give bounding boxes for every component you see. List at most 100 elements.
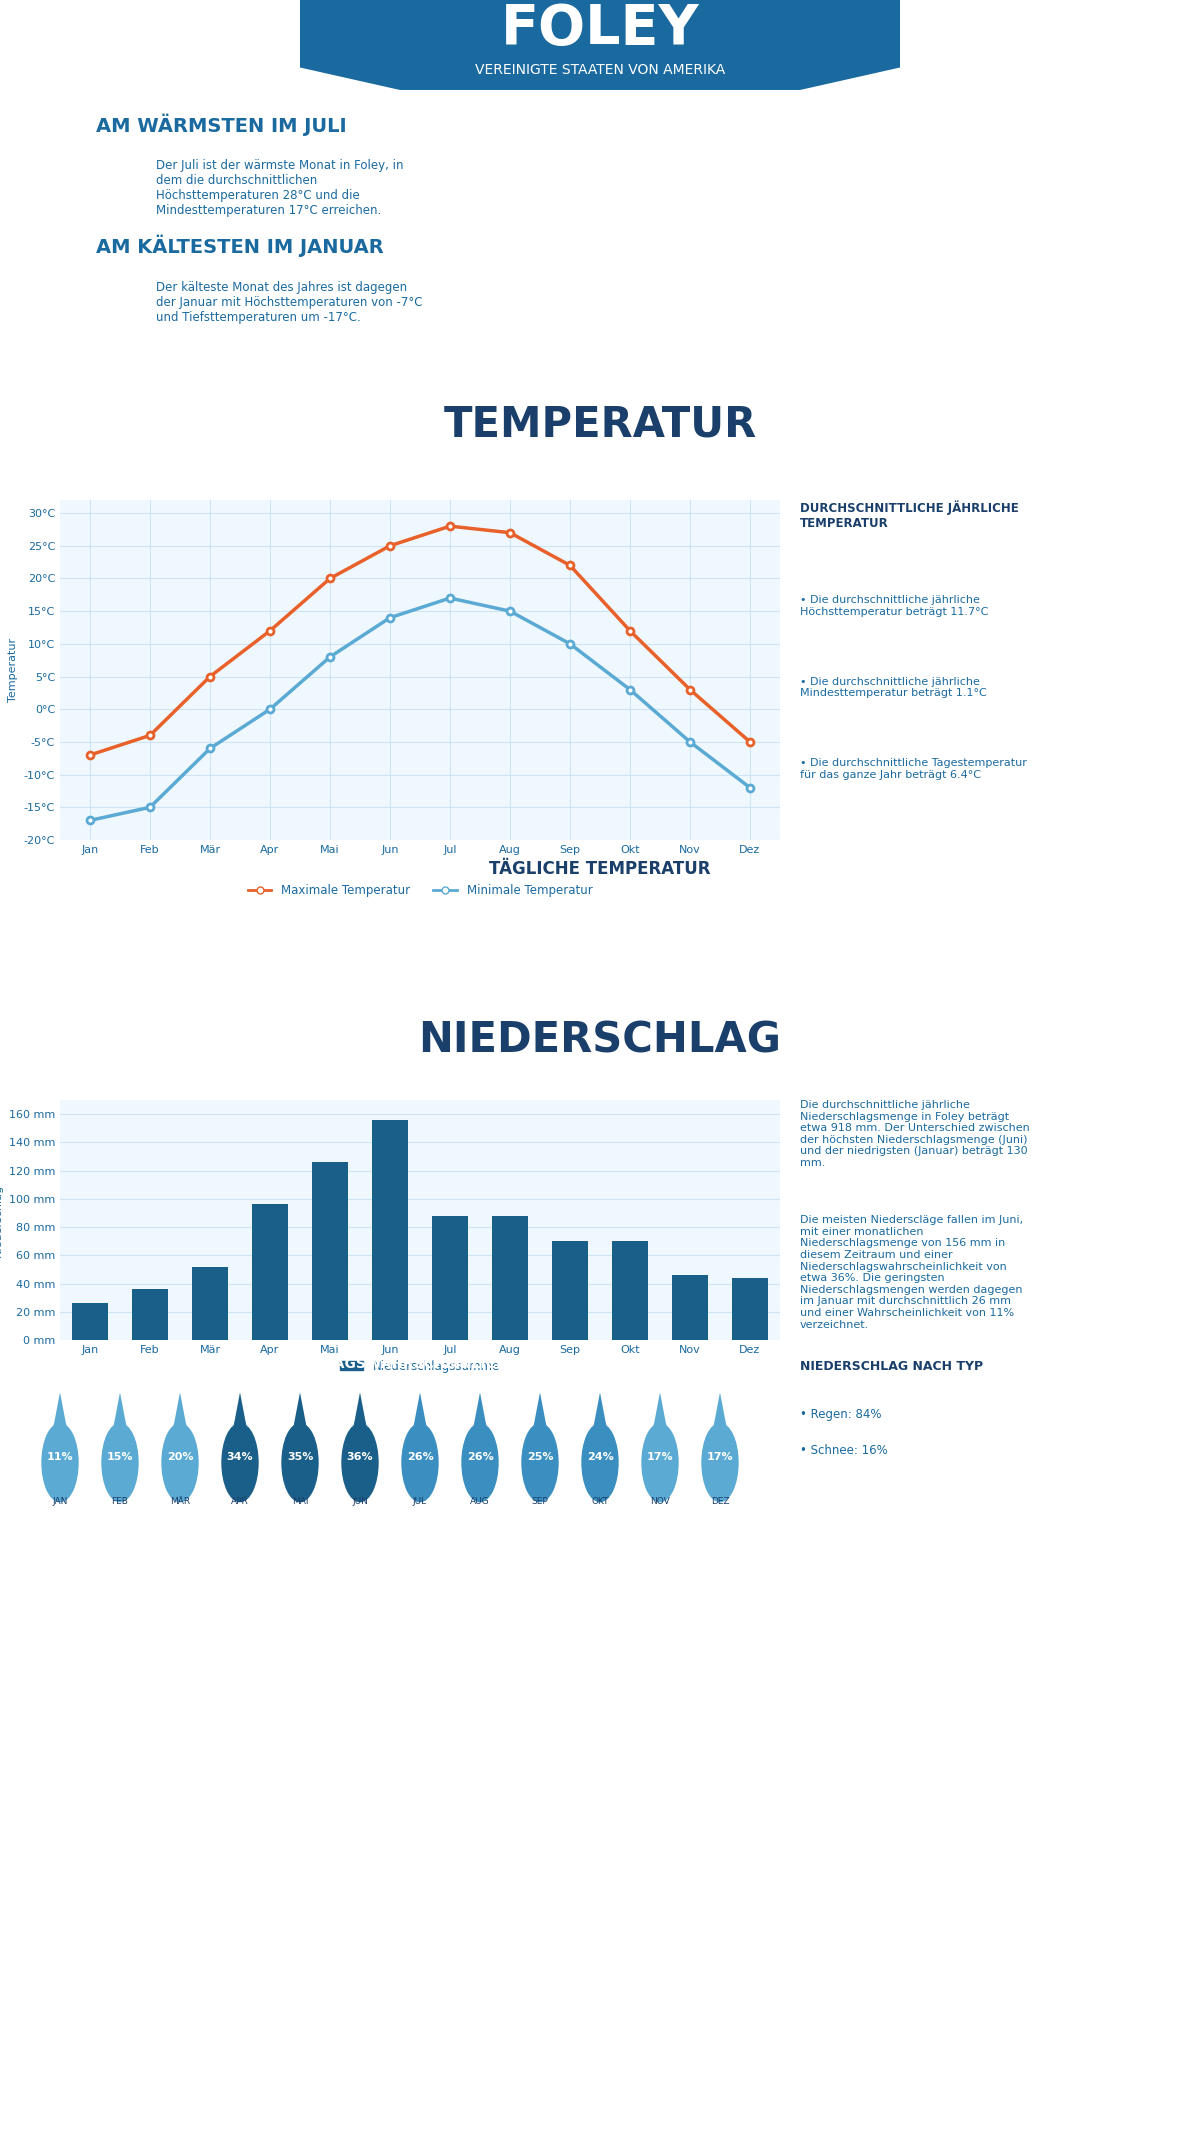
Bar xyxy=(732,1278,768,1340)
Text: +19°: +19° xyxy=(529,950,574,967)
Text: AM KÄLTESTEN IM JANUAR: AM KÄLTESTEN IM JANUAR xyxy=(96,235,384,257)
Text: NOV: NOV xyxy=(650,1496,670,1507)
Text: JAN: JAN xyxy=(66,903,86,914)
Text: 15%: 15% xyxy=(107,1453,133,1462)
Polygon shape xyxy=(353,1393,367,1430)
Text: +8°: +8° xyxy=(914,950,948,967)
Text: AUG: AUG xyxy=(730,903,754,914)
Bar xyxy=(312,1162,348,1340)
Polygon shape xyxy=(413,1393,427,1430)
Polygon shape xyxy=(713,1393,727,1430)
Text: 11%: 11% xyxy=(47,1453,73,1462)
Circle shape xyxy=(402,1423,438,1502)
Text: 35%: 35% xyxy=(287,1453,313,1462)
Text: 24%: 24% xyxy=(587,1453,613,1462)
Text: -8°: -8° xyxy=(1108,950,1135,967)
Text: APR: APR xyxy=(349,903,373,914)
Text: 25%: 25% xyxy=(527,1453,553,1462)
Polygon shape xyxy=(653,1393,667,1430)
Text: NOV: NOV xyxy=(1014,903,1039,914)
Text: VEREINIGTE STAATEN VON AMERIKA: VEREINIGTE STAATEN VON AMERIKA xyxy=(475,64,725,77)
Bar xyxy=(612,1241,648,1340)
Circle shape xyxy=(102,1423,138,1502)
Circle shape xyxy=(282,1423,318,1502)
Text: +6°: +6° xyxy=(344,950,378,967)
Text: TEMPERATUR: TEMPERATUR xyxy=(443,404,757,445)
Text: MAI: MAI xyxy=(292,1496,308,1507)
Text: FOLEY: FOLEY xyxy=(500,2,700,56)
Bar xyxy=(132,1288,168,1340)
Text: 36%: 36% xyxy=(347,1453,373,1462)
Text: FEB: FEB xyxy=(161,903,182,914)
Circle shape xyxy=(222,1423,258,1502)
Bar xyxy=(192,1267,228,1340)
Text: NIEDERSCHLAG: NIEDERSCHLAG xyxy=(419,1021,781,1061)
Text: CC BY-ND 4.0: CC BY-ND 4.0 xyxy=(134,2101,226,2114)
Polygon shape xyxy=(300,0,900,135)
Text: JUL: JUL xyxy=(637,903,656,914)
Text: 0°: 0° xyxy=(1016,950,1037,967)
Text: FEB: FEB xyxy=(112,1496,128,1507)
Text: JUN: JUN xyxy=(541,903,562,914)
Text: Die durchschnittliche jährliche
Niederschlagsmenge in Foley beträgt
etwa 918 mm.: Die durchschnittliche jährliche Niedersc… xyxy=(800,1100,1030,1168)
Text: JAN: JAN xyxy=(53,1496,67,1507)
Bar xyxy=(252,1205,288,1340)
Text: APR: APR xyxy=(232,1496,248,1507)
Polygon shape xyxy=(113,1393,127,1430)
Bar xyxy=(372,1119,408,1340)
Text: +21°: +21° xyxy=(719,950,764,967)
Polygon shape xyxy=(53,1393,67,1430)
Text: OKT: OKT xyxy=(592,1496,608,1507)
Text: DEZ: DEZ xyxy=(710,1496,730,1507)
Bar xyxy=(72,1303,108,1340)
Text: NIEDERSCHLAGSWAHRSCHEINLICHKEIT: NIEDERSCHLAGSWAHRSCHEINLICHKEIT xyxy=(236,1357,544,1372)
Text: 20%: 20% xyxy=(167,1453,193,1462)
Text: -12°: -12° xyxy=(58,950,96,967)
Text: • Regen: 84%: • Regen: 84% xyxy=(800,1408,882,1421)
Text: 34%: 34% xyxy=(227,1453,253,1462)
Text: Der kälteste Monat des Jahres ist dagegen
der Januar mit Höchsttemperaturen von : Der kälteste Monat des Jahres ist dagege… xyxy=(156,280,422,323)
Text: 0°: 0° xyxy=(257,950,276,967)
Bar xyxy=(492,1216,528,1340)
Text: Die meisten Niederscläge fallen im Juni,
mit einer monatlichen
Niederschlagsmeng: Die meisten Niederscläge fallen im Juni,… xyxy=(800,1216,1024,1329)
Text: • Die durchschnittliche jährliche
Mindesttemperatur beträgt 1.1°C: • Die durchschnittliche jährliche Mindes… xyxy=(800,676,986,698)
Text: +16°: +16° xyxy=(814,950,859,967)
Bar xyxy=(672,1275,708,1340)
Text: 17%: 17% xyxy=(647,1453,673,1462)
Text: +22°: +22° xyxy=(624,950,670,967)
Text: DEZ: DEZ xyxy=(1110,903,1133,914)
Text: • Die durchschnittliche Tagestemperatur
für das ganze Jahr beträgt 6.4°C: • Die durchschnittliche Tagestemperatur … xyxy=(800,758,1027,779)
Text: TÄGLICHE TEMPERATUR: TÄGLICHE TEMPERATUR xyxy=(490,860,710,877)
Circle shape xyxy=(162,1423,198,1502)
Text: DURCHSCHNITTLICHE JÄHRLICHE
TEMPERATUR: DURCHSCHNITTLICHE JÄHRLICHE TEMPERATUR xyxy=(800,501,1019,529)
Text: • Schnee: 16%: • Schnee: 16% xyxy=(800,1444,888,1457)
Circle shape xyxy=(702,1423,738,1502)
Circle shape xyxy=(642,1423,678,1502)
Text: MÄR: MÄR xyxy=(170,1496,190,1507)
Legend: Niederschlagssumme: Niederschlagssumme xyxy=(335,1355,505,1378)
Text: AM WÄRMSTEN IM JULI: AM WÄRMSTEN IM JULI xyxy=(96,113,347,137)
Text: JUN: JUN xyxy=(352,1496,368,1507)
Polygon shape xyxy=(473,1393,487,1430)
Text: SEP: SEP xyxy=(532,1496,548,1507)
Y-axis label: Niederschlag: Niederschlag xyxy=(0,1183,4,1256)
Circle shape xyxy=(462,1423,498,1502)
Text: +14°: +14° xyxy=(434,950,479,967)
Text: JUL: JUL xyxy=(413,1496,427,1507)
Circle shape xyxy=(342,1423,378,1502)
Polygon shape xyxy=(593,1393,607,1430)
Bar xyxy=(552,1241,588,1340)
Text: MAI: MAI xyxy=(445,903,468,914)
Bar xyxy=(432,1216,468,1340)
Circle shape xyxy=(522,1423,558,1502)
Legend: Maximale Temperatur, Minimale Temperatur: Maximale Temperatur, Minimale Temperatur xyxy=(242,880,598,903)
Text: -10°: -10° xyxy=(152,950,191,967)
Text: 26%: 26% xyxy=(467,1453,493,1462)
Text: NIEDERSCHLAG NACH TYP: NIEDERSCHLAG NACH TYP xyxy=(800,1361,983,1374)
Text: METEOATLAS.DE: METEOATLAS.DE xyxy=(941,2095,1171,2119)
Text: 26%: 26% xyxy=(407,1453,433,1462)
Y-axis label: Temperatur: Temperatur xyxy=(8,638,18,702)
Polygon shape xyxy=(293,1393,307,1430)
Circle shape xyxy=(582,1423,618,1502)
Text: SEP: SEP xyxy=(826,903,847,914)
